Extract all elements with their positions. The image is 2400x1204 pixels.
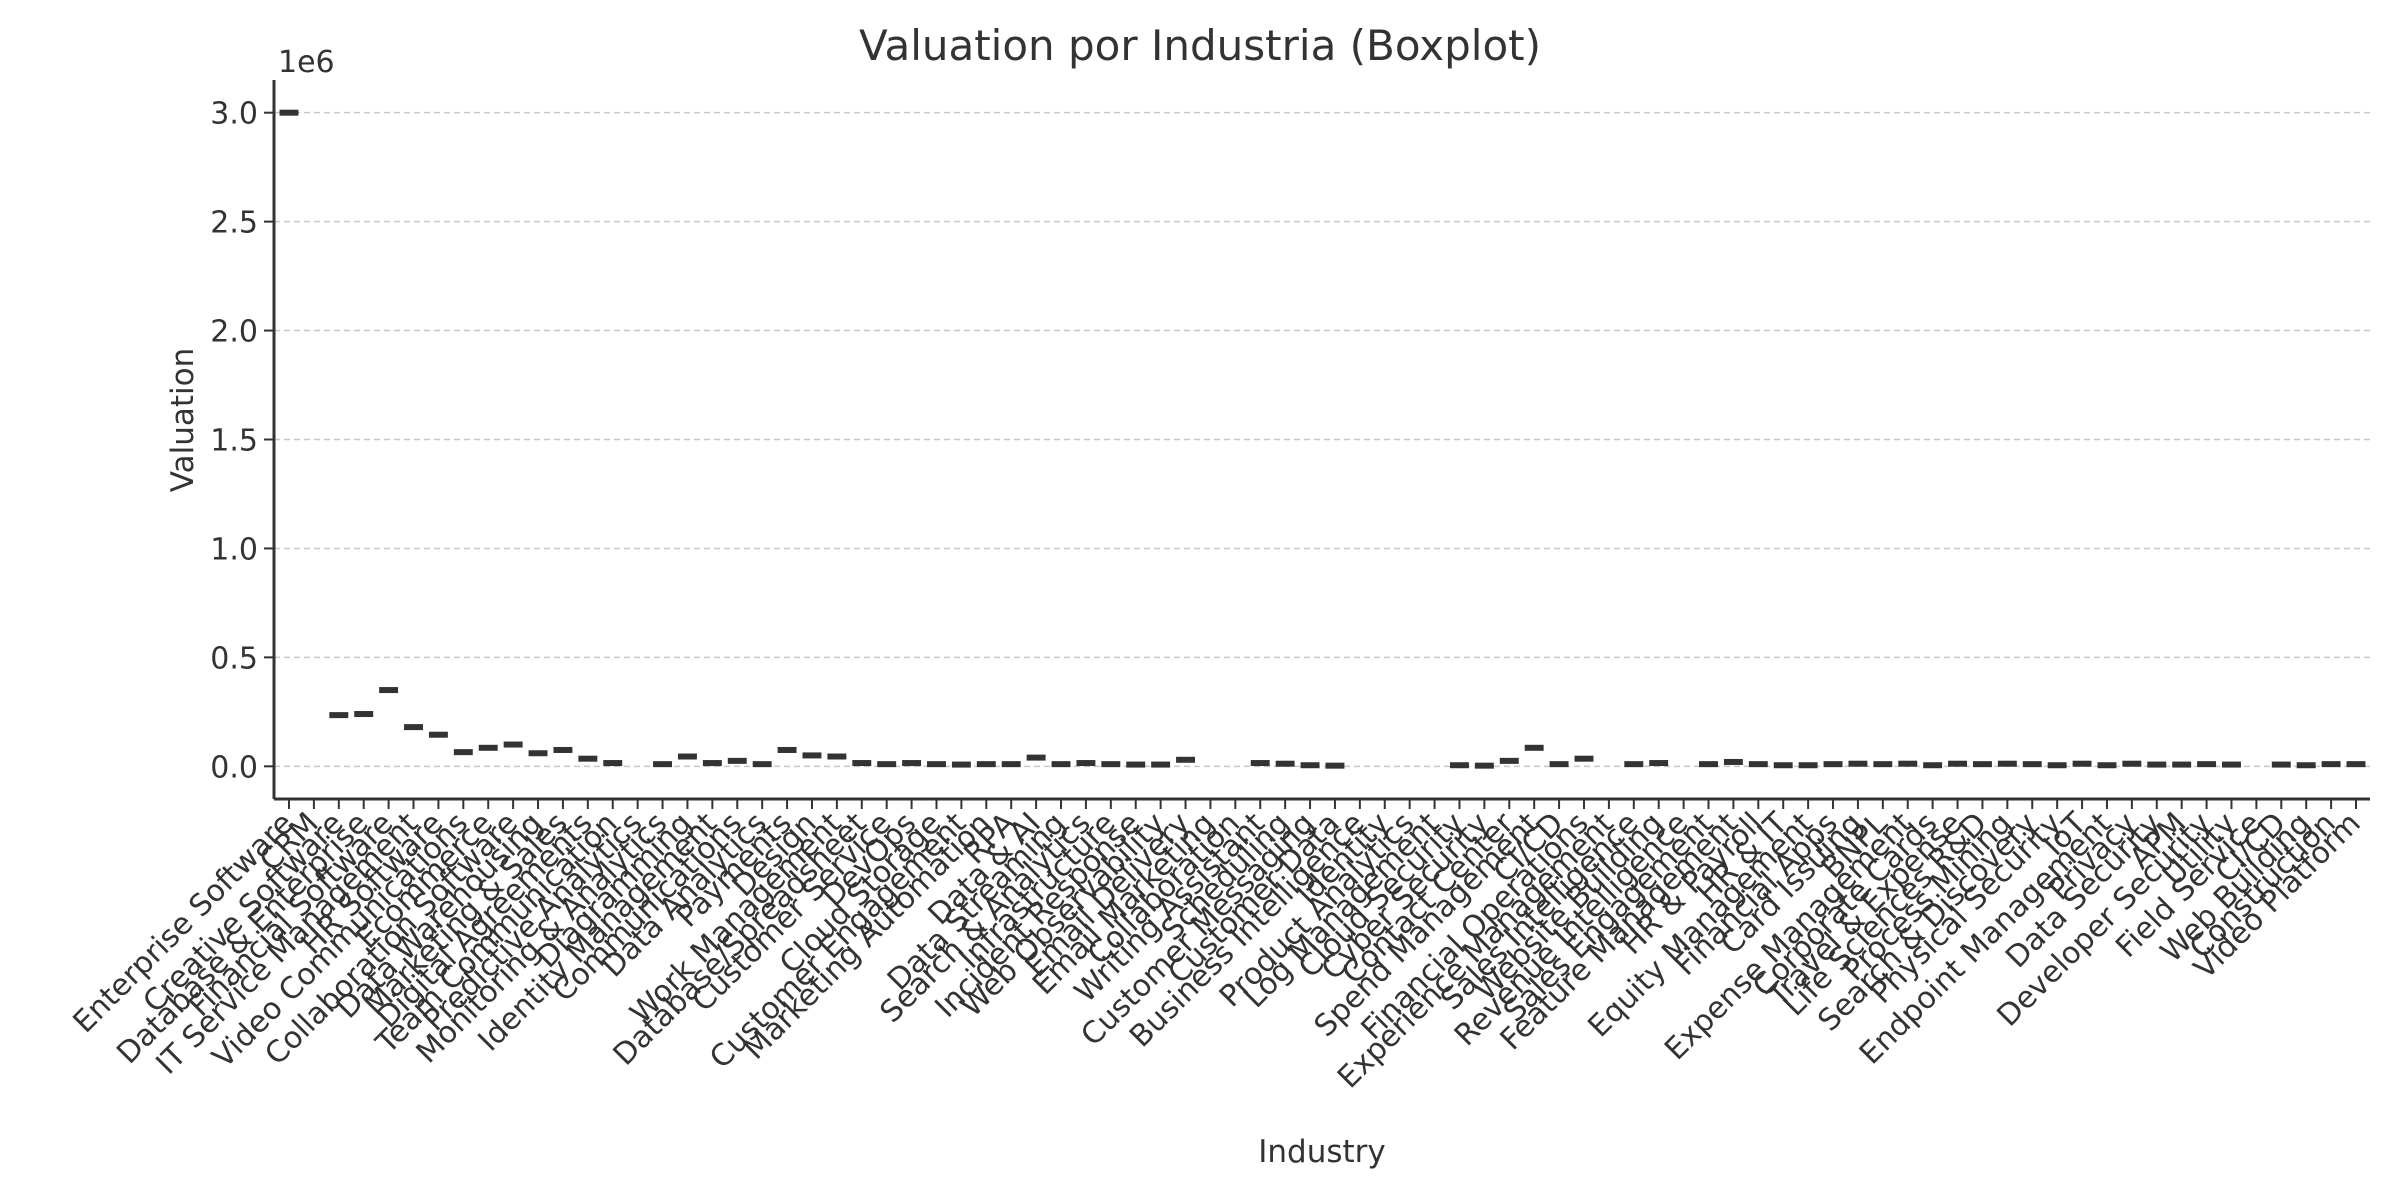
box <box>503 741 523 748</box>
box <box>1549 761 1569 768</box>
box <box>1574 755 1594 762</box>
box <box>2321 761 2341 768</box>
y-axis-ticks: 0.0 0.5 1.0 1.5 2.0 2.5 3.0 <box>210 97 274 785</box>
y-tick-label: 1.5 <box>210 424 258 459</box>
box <box>1649 760 1669 767</box>
box <box>1823 761 1843 768</box>
box <box>2222 761 2241 768</box>
box <box>1923 762 1943 769</box>
box-series <box>279 109 2366 769</box>
box <box>777 746 797 753</box>
x-axis-label: Industry <box>1258 1134 1386 1170</box>
box <box>478 744 498 751</box>
y-tick-label: 1.0 <box>210 532 258 567</box>
box <box>1450 762 1469 769</box>
box <box>827 753 847 760</box>
y-axis-label: Valuation <box>165 348 201 492</box>
box <box>2197 761 2217 768</box>
box <box>428 731 448 738</box>
box <box>1798 762 1818 769</box>
box <box>727 757 747 764</box>
box <box>1026 754 1046 761</box>
box <box>1972 761 1992 768</box>
box <box>1499 757 1519 764</box>
box <box>1275 760 1295 767</box>
box <box>1051 761 1071 768</box>
box <box>2172 761 2192 768</box>
y-axis-offset-label: 1e6 <box>278 45 335 80</box>
box <box>1748 761 1768 768</box>
box <box>752 761 772 768</box>
box <box>2122 760 2142 767</box>
box <box>1126 761 1146 768</box>
y-grid <box>274 111 2370 768</box>
box <box>2072 760 2092 767</box>
box <box>702 760 722 767</box>
y-tick-label: 2.0 <box>210 315 258 350</box>
box <box>1151 761 1171 768</box>
box <box>1873 761 1893 768</box>
box <box>553 746 573 753</box>
box <box>2296 762 2316 769</box>
box <box>603 760 623 767</box>
box <box>976 761 996 768</box>
box <box>1076 760 1096 767</box>
box <box>877 761 897 768</box>
y-tick-label: 2.5 <box>210 206 258 241</box>
box <box>2097 762 2117 769</box>
box <box>1524 744 1544 751</box>
box <box>453 749 473 756</box>
box <box>1898 760 1918 767</box>
box <box>1699 761 1718 768</box>
box <box>1325 762 1345 769</box>
y-tick-label: 0.0 <box>210 750 258 785</box>
box <box>802 752 822 759</box>
box <box>2147 761 2167 768</box>
box <box>354 711 374 718</box>
y-tick-label: 0.5 <box>210 641 258 676</box>
box <box>653 761 673 768</box>
box <box>1101 761 1121 768</box>
box <box>1176 756 1195 763</box>
box <box>404 724 423 731</box>
box <box>1997 760 2017 767</box>
box <box>379 687 399 694</box>
box <box>2271 761 2291 768</box>
box <box>1624 761 1644 768</box>
box <box>2022 761 2042 768</box>
chart-title: Valuation por Industria (Boxplot) <box>859 21 1541 70</box>
box <box>1250 760 1270 767</box>
box <box>1001 761 1021 768</box>
box <box>2047 762 2067 769</box>
box <box>528 750 548 757</box>
box <box>1773 762 1793 769</box>
box <box>951 761 971 768</box>
box <box>677 753 697 760</box>
box <box>1474 762 1494 769</box>
box <box>578 755 598 762</box>
box <box>1723 758 1743 765</box>
box <box>927 761 946 768</box>
y-tick-label: 3.0 <box>210 97 258 132</box>
box <box>329 712 349 719</box>
box <box>902 760 922 767</box>
box <box>852 760 872 767</box>
box <box>2346 761 2366 768</box>
box <box>279 109 299 116</box>
box <box>1948 760 1968 767</box>
box <box>1300 762 1320 769</box>
box <box>1848 760 1868 767</box>
